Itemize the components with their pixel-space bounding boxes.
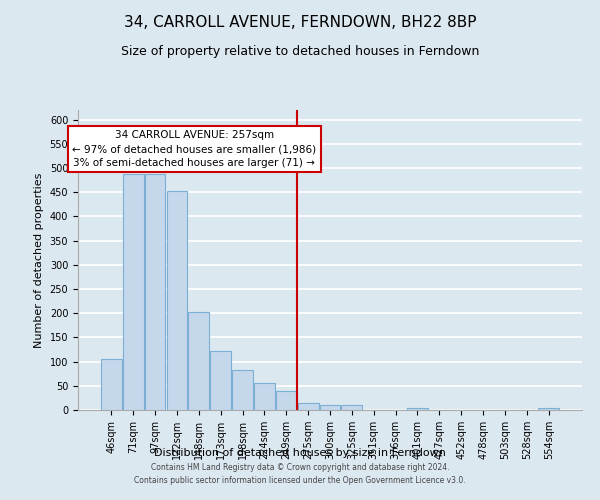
Text: 34, CARROLL AVENUE, FERNDOWN, BH22 8BP: 34, CARROLL AVENUE, FERNDOWN, BH22 8BP [124, 15, 476, 30]
Bar [123, 174, 143, 410]
Bar [254, 384, 275, 410]
Bar [341, 405, 362, 410]
Bar [210, 352, 231, 410]
Bar [167, 191, 187, 410]
Y-axis label: Number of detached properties: Number of detached properties [34, 172, 44, 348]
Text: Distribution of detached houses by size in Ferndown: Distribution of detached houses by size … [154, 448, 446, 458]
Text: Size of property relative to detached houses in Ferndown: Size of property relative to detached ho… [121, 45, 479, 58]
Text: 34 CARROLL AVENUE: 257sqm
← 97% of detached houses are smaller (1,986)
3% of sem: 34 CARROLL AVENUE: 257sqm ← 97% of detac… [73, 130, 316, 168]
Bar [538, 408, 559, 410]
Bar [276, 390, 296, 410]
Bar [101, 359, 122, 410]
Bar [145, 174, 166, 410]
Bar [407, 408, 428, 410]
Bar [298, 402, 319, 410]
Bar [232, 370, 253, 410]
Bar [188, 312, 209, 410]
Bar [320, 405, 340, 410]
Text: Contains HM Land Registry data © Crown copyright and database right 2024.
Contai: Contains HM Land Registry data © Crown c… [134, 464, 466, 485]
